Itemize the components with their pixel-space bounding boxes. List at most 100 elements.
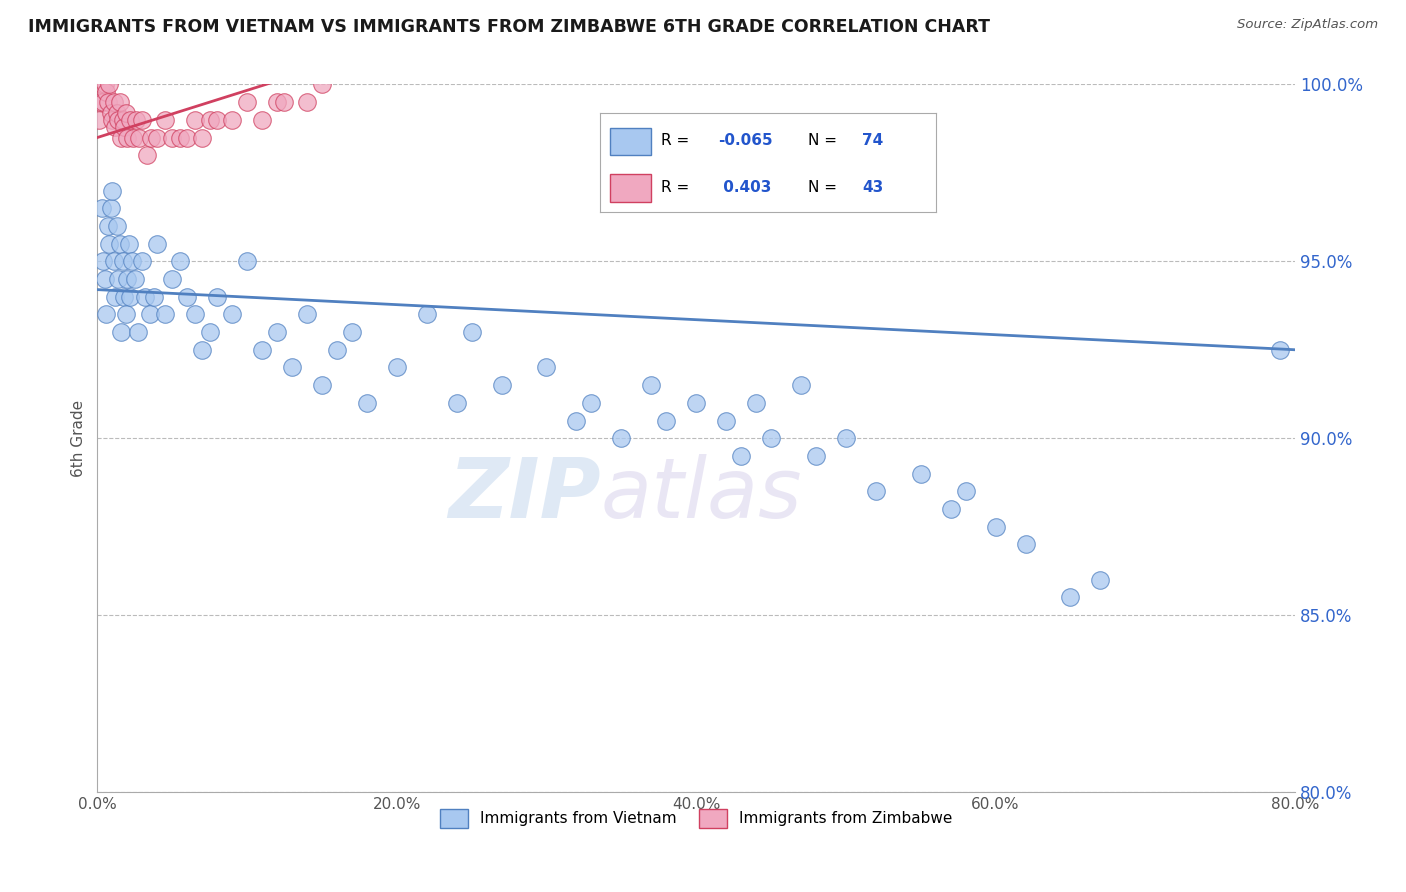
Point [236,95,259,109]
Point [745,396,768,410]
Point [198,325,221,339]
Point [131,254,153,268]
Point [176,290,198,304]
Point [124,272,146,286]
Point [108,236,131,251]
Point [122,130,145,145]
Point [295,95,318,109]
Point [135,148,157,162]
Point [105,219,128,233]
Point [91,95,114,109]
Point [146,236,169,251]
Point [221,307,243,321]
Point [94,272,117,286]
Point [96,85,118,99]
Point [311,378,333,392]
Point [91,254,114,268]
Point [112,120,135,134]
Point [153,307,176,321]
Point [117,130,139,145]
Point [183,112,205,127]
Text: ZIP: ZIP [447,454,600,535]
Point [105,105,128,120]
Point [835,431,858,445]
Point [198,112,221,127]
Point [112,290,135,304]
Text: atlas: atlas [600,454,801,535]
Point [97,95,120,109]
Point [104,120,127,134]
Point [128,130,150,145]
Point [714,413,737,427]
Point [565,413,588,427]
Point [273,95,295,109]
Point [160,272,183,286]
Point [110,130,132,145]
Point [117,272,139,286]
Legend: Immigrants from Vietnam, Immigrants from Zimbabwe: Immigrants from Vietnam, Immigrants from… [434,803,959,834]
Point [114,105,136,120]
Point [111,112,134,127]
Point [125,112,148,127]
Point [90,201,112,215]
Point [205,290,228,304]
Point [100,105,122,120]
Point [103,254,125,268]
Point [236,254,259,268]
Point [101,184,124,198]
Point [107,112,129,127]
Point [160,130,183,145]
Point [169,130,191,145]
Point [146,130,169,145]
Point [191,130,214,145]
Point [984,519,1007,533]
Point [121,254,143,268]
Point [127,325,149,339]
Point [97,219,120,233]
Point [955,484,977,499]
Point [685,396,707,410]
Point [139,307,162,321]
Point [183,307,205,321]
Point [385,360,408,375]
Point [326,343,349,357]
Point [491,378,513,392]
Point [114,307,136,321]
Point [110,325,132,339]
Point [100,201,122,215]
Point [141,130,163,145]
Point [108,95,131,109]
Point [96,307,118,321]
Point [104,290,127,304]
Point [120,112,142,127]
Point [143,290,166,304]
Point [415,307,437,321]
Point [655,413,678,427]
Point [107,272,129,286]
Point [939,502,962,516]
Point [446,396,468,410]
Point [790,378,813,392]
Point [581,396,603,410]
Point [910,467,932,481]
Point [759,431,782,445]
Point [87,112,110,127]
Point [169,254,191,268]
Point [250,112,273,127]
Point [356,396,378,410]
Point [153,112,176,127]
Point [610,431,633,445]
Point [131,112,153,127]
Point [1090,573,1112,587]
Point [120,290,142,304]
Point [191,343,214,357]
Text: Source: ZipAtlas.com: Source: ZipAtlas.com [1237,18,1378,31]
Point [1268,343,1291,357]
Point [221,112,243,127]
Point [118,236,141,251]
Point [111,254,134,268]
Point [536,360,558,375]
Point [134,290,156,304]
Point [460,325,482,339]
Point [281,360,304,375]
